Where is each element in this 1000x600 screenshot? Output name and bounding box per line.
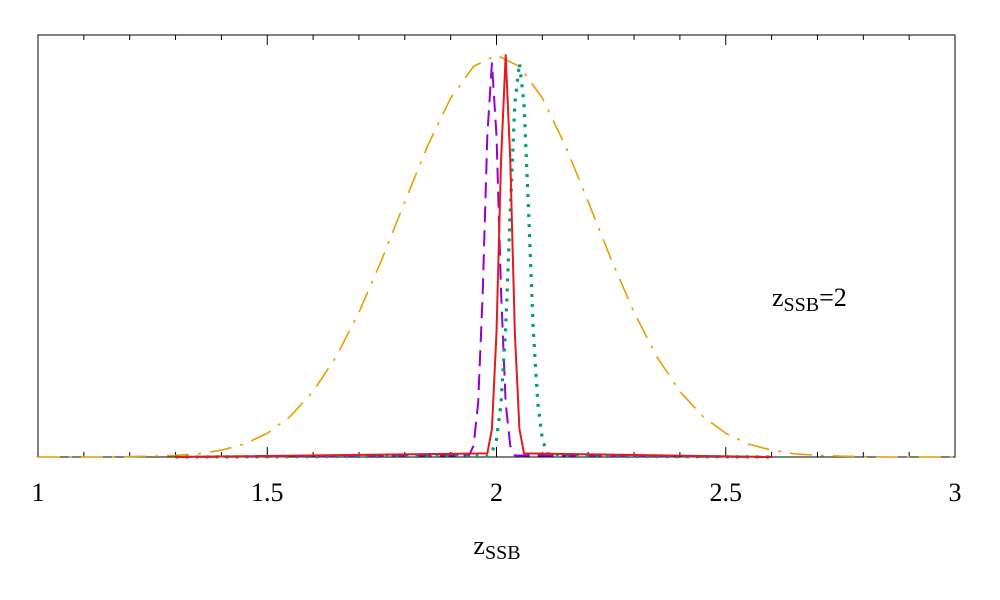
annotation-after: =2: [819, 283, 847, 312]
series-line: [175, 62, 772, 458]
x-label-sub: SSB: [485, 542, 521, 564]
x-tick-label: 1: [32, 478, 45, 507]
x-tick-label: 2: [490, 478, 503, 507]
x-tick-label: 3: [949, 478, 962, 507]
plot-frame: [37, 34, 956, 458]
x-tick-label: 1.5: [251, 478, 284, 507]
x-axis-label: zSSB: [473, 531, 520, 564]
annotation-base: z: [772, 283, 784, 312]
annotation-sub: SSB: [784, 294, 820, 316]
annotation: zSSB=2: [772, 283, 847, 316]
x-label-base: z: [473, 531, 485, 560]
series-line: [175, 54, 772, 458]
x-tick-label: 2.5: [710, 478, 743, 507]
series-line: [38, 54, 955, 458]
series-line: [175, 61, 772, 459]
